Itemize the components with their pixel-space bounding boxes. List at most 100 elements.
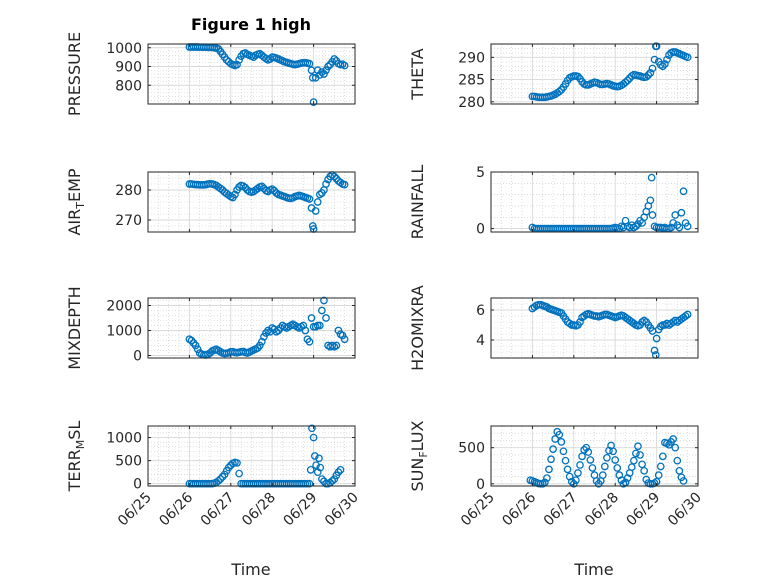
data-point — [663, 55, 671, 64]
data-point — [652, 334, 661, 343]
data-point — [330, 475, 339, 483]
data-point — [340, 335, 349, 344]
data-point — [634, 442, 642, 451]
y-tick-label: 500 — [458, 441, 485, 457]
y-tick-label: 6 — [476, 303, 485, 319]
data-point — [222, 56, 231, 64]
x-tick-label: 06/25 — [115, 490, 155, 530]
y-axis-label: AIRTEMP — [65, 168, 87, 235]
data-point — [301, 326, 310, 335]
data-point — [549, 445, 557, 453]
data-point — [336, 178, 345, 187]
subplot-4: 0 5 RAINFALL — [408, 165, 699, 240]
data-point — [603, 453, 611, 462]
data-point — [648, 64, 657, 73]
data-point — [671, 211, 680, 219]
minor-grid — [491, 171, 698, 232]
data-point — [320, 296, 328, 305]
data-point — [318, 306, 326, 315]
y-axis-label-main: AIR — [65, 209, 84, 236]
data-point — [647, 173, 656, 182]
data-point — [340, 180, 349, 189]
data-point — [308, 424, 316, 433]
data-point — [671, 443, 680, 452]
y-axis-label: THETA — [408, 48, 427, 100]
y-axis-label: MIXDEPTH — [65, 286, 84, 369]
x-tick-label: 06/28 — [582, 490, 622, 530]
data-point — [336, 465, 345, 474]
y-tick-label: 0 — [476, 222, 485, 238]
y-tick-label: 0 — [133, 349, 142, 365]
y-axis-label: PRESSURE — [65, 32, 84, 116]
minor-grid — [148, 298, 355, 358]
axes-box — [490, 425, 699, 487]
x-tick-label: 06/30 — [665, 490, 705, 530]
axes-box — [147, 297, 356, 359]
data-point — [650, 55, 659, 64]
minor-grid — [491, 43, 698, 104]
data-point — [268, 185, 277, 193]
subplot-7: 0 500 1000 06/25 06/26 06/27 06/28 06/29 06/30 TE… — [65, 421, 362, 530]
data-point — [315, 454, 323, 463]
data-point — [658, 62, 667, 71]
data-series — [528, 42, 692, 102]
y-tick-label: 1000 — [106, 324, 142, 340]
data-point — [320, 70, 328, 78]
data-point — [627, 463, 636, 472]
subplot-grid: 800 900 1000 PRESSURE 280 285 290 THETA 270 280 AI… — [65, 32, 705, 529]
data-series — [185, 43, 349, 106]
data-point — [334, 468, 343, 477]
data-point — [586, 456, 595, 464]
y-tick-label: 2000 — [106, 299, 142, 315]
data-point — [673, 456, 682, 465]
minor-grid — [491, 425, 698, 486]
data-series — [528, 173, 692, 233]
y-axis-label: TERRMSL — [65, 421, 87, 493]
data-point — [673, 221, 682, 230]
data-point — [580, 446, 589, 454]
data-point — [214, 477, 223, 485]
data-point — [305, 195, 314, 203]
data-point — [629, 456, 638, 465]
y-axis-label-main: RAINFALL — [408, 165, 427, 240]
x-tick-label: 06/25 — [458, 490, 498, 530]
y-tick-label: 900 — [115, 60, 142, 76]
data-point — [551, 435, 560, 443]
subplot-1: 800 900 1000 PRESSURE — [65, 32, 356, 116]
data-point — [318, 68, 326, 76]
data-point — [235, 469, 243, 478]
data-point — [216, 475, 225, 483]
y-axis-label: RAINFALL — [408, 165, 427, 240]
data-point — [543, 303, 551, 311]
y-axis-label-main: TERR — [65, 449, 84, 492]
axes-box — [147, 171, 356, 233]
y-axis-label-main: H2OMIXRA — [408, 285, 427, 371]
x-tick-label: 06/29 — [281, 490, 321, 530]
data-point — [578, 452, 586, 461]
x-tick-label: 06/27 — [198, 490, 238, 530]
data-point — [324, 62, 332, 71]
data-point — [332, 341, 341, 350]
y-axis-label-subscript: T — [74, 202, 87, 210]
y-axis-label-main: MIXDEPTH — [65, 286, 84, 369]
data-point — [340, 61, 349, 70]
data-point — [656, 462, 665, 471]
data-point — [193, 345, 202, 354]
data-point — [652, 42, 661, 51]
data-point — [646, 69, 655, 77]
data-series — [185, 424, 345, 488]
data-point — [658, 452, 667, 461]
data-point — [305, 337, 314, 346]
y-tick-label: 270 — [115, 213, 142, 229]
x-tick-label: 06/30 — [322, 490, 362, 530]
data-point — [640, 466, 649, 475]
data-point — [309, 98, 318, 106]
data-point — [567, 477, 576, 486]
x-axis-label-right: Time — [573, 560, 613, 579]
data-point — [330, 55, 339, 63]
y-axis-label: SUNFLUX — [408, 420, 430, 491]
subplot-3: 270 280 AIRTEMP — [65, 168, 356, 236]
data-point — [636, 451, 644, 459]
data-point — [322, 180, 330, 188]
data-point — [306, 465, 315, 474]
